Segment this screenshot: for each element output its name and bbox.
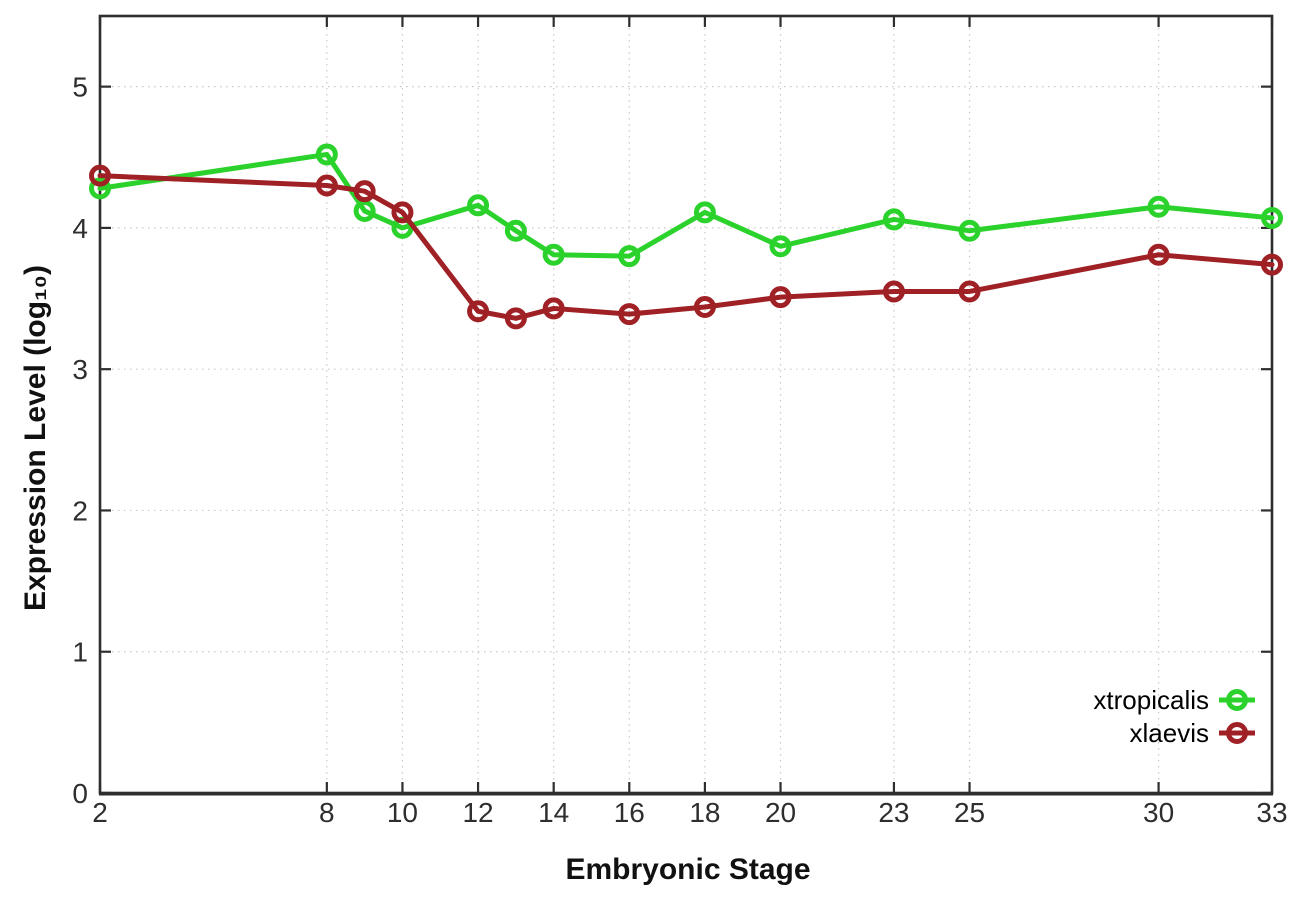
y-tick-label: 0 [72,778,88,809]
x-tick-label: 10 [387,797,418,828]
data-point-xlaevis [1147,243,1170,266]
data-point-xlaevis [89,164,111,187]
data-point-xlaevis [693,296,716,319]
data-point-xtropicalis [958,219,981,242]
data-point-xlaevis [391,201,414,224]
y-tick-label: 3 [72,354,88,385]
data-point-xlaevis [467,300,490,323]
y-axis-label: Expression Level (log₁₀) [19,264,52,612]
series-line-xlaevis [97,173,1275,321]
x-tick-label: 12 [462,797,493,828]
y-tick-label: 2 [72,495,88,526]
data-point-xtropicalis [89,177,111,200]
data-point-xtropicalis [315,143,338,166]
data-point-xtropicalis [769,235,792,258]
x-tick-label: 16 [614,797,645,828]
data-point-xlaevis [1261,253,1283,276]
data-point-xlaevis [315,174,338,197]
x-tick-label: 33 [1256,797,1287,828]
y-tick-label: 1 [72,637,88,668]
x-tick-label: 14 [538,797,569,828]
x-tick-label: 30 [1143,797,1174,828]
data-point-xtropicalis [882,208,905,231]
data-point-xtropicalis [618,245,641,268]
data-point-xtropicalis [504,219,527,242]
y-tick-label: 5 [72,72,88,103]
data-point-xlaevis [504,307,527,330]
x-tick-label: 2 [92,797,108,828]
data-point-xtropicalis [542,243,565,266]
data-point-xlaevis [958,280,981,303]
legend-label: xtropicalis [1093,684,1209,715]
x-tick-label: 8 [319,797,335,828]
legend-label: xlaevis [1129,717,1209,748]
data-point-xtropicalis [467,194,490,217]
x-tick-label: 25 [954,797,985,828]
data-point-xlaevis [353,180,376,203]
legend-item-xlaevis: xlaevis [1093,717,1256,748]
data-point-xlaevis [882,280,905,303]
plot-frame [98,14,1274,795]
legend-item-xtropicalis: xtropicalis [1093,684,1256,715]
line-circle-marker-icon [1219,721,1255,744]
data-point-xtropicalis [693,201,716,224]
data-point-xlaevis [769,286,792,309]
x-tick-label: 20 [765,797,796,828]
line-circle-marker-icon [1219,688,1255,711]
series-line-xtropicalis [97,151,1275,259]
data-point-xlaevis [542,297,565,320]
data-point-xlaevis [618,303,641,326]
x-axis-label: Embryonic Stage [565,853,811,886]
data-point-xtropicalis [1147,195,1170,218]
y-tick-label: 4 [72,213,88,244]
data-point-xtropicalis [1261,207,1283,230]
x-tick-label: 18 [689,797,720,828]
x-tick-label: 23 [878,797,909,828]
legend: xtropicalis xlaevis [1093,684,1256,748]
data-point-xtropicalis [353,199,376,222]
